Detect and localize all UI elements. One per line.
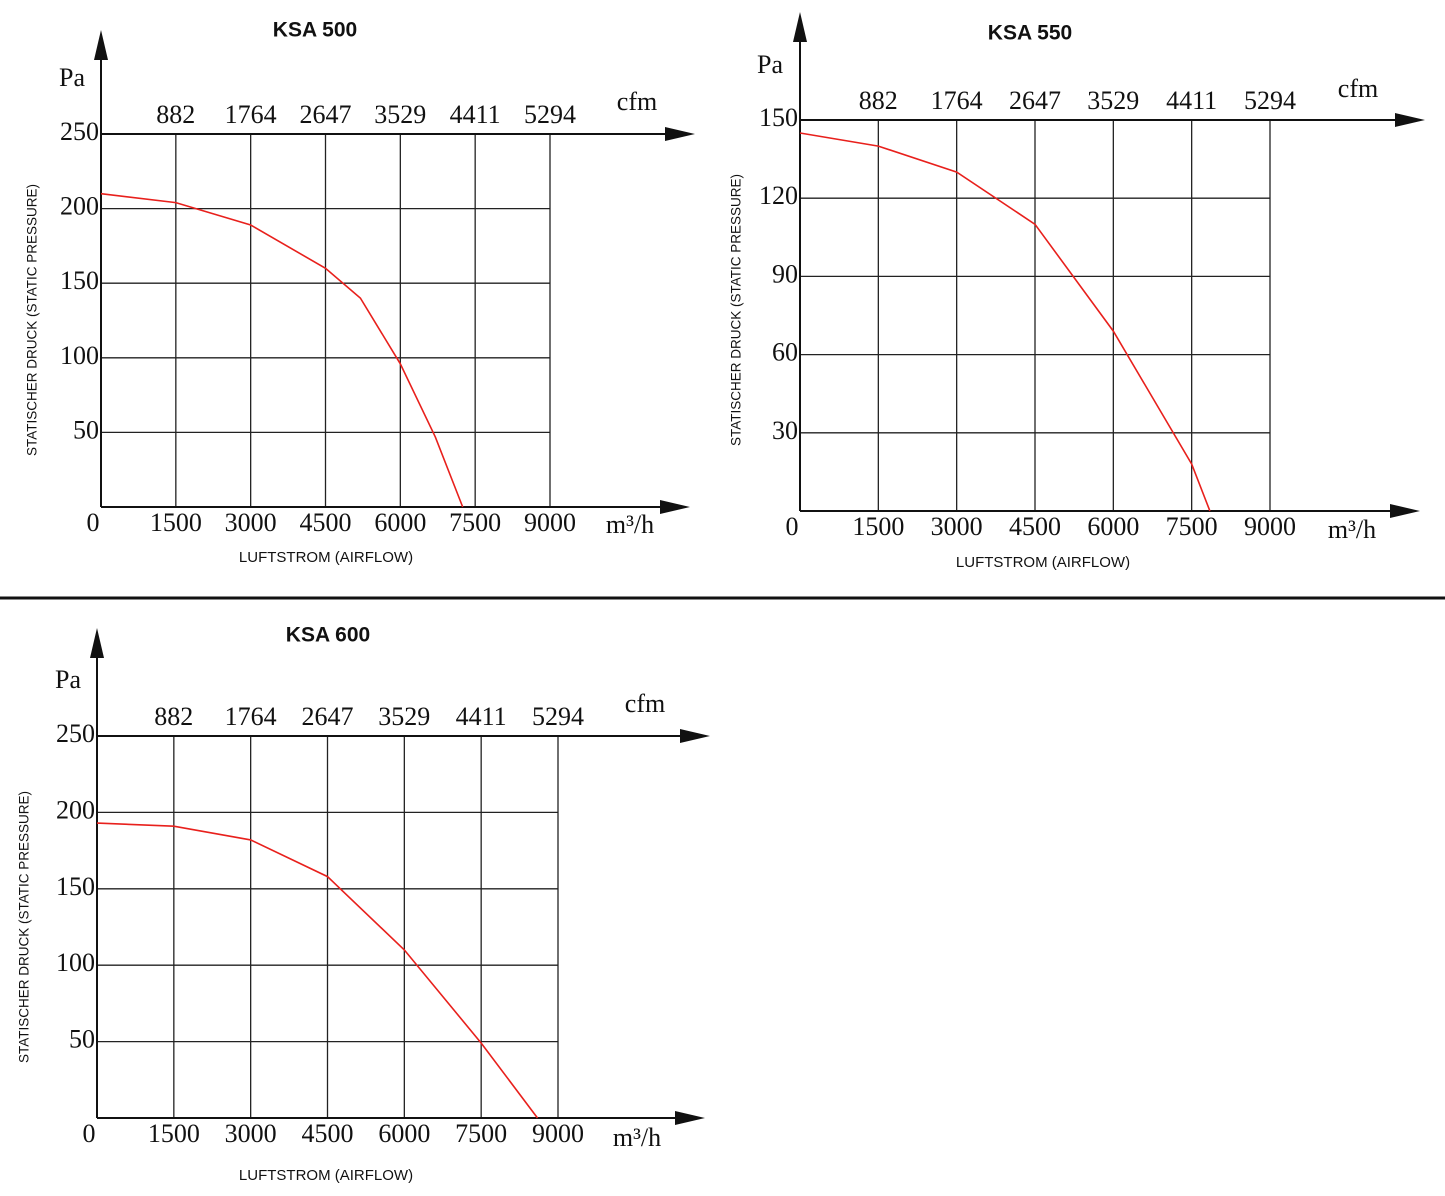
x2-tick-label: 5294 [524, 100, 576, 129]
pressure-curve [100, 192, 464, 508]
pressure-curve [799, 132, 1211, 512]
y-tick-label: 90 [772, 259, 798, 288]
x-tick-label: 0 [87, 508, 100, 537]
x2-axis-arrow [1395, 113, 1425, 127]
chart-title: KSA 600 [286, 624, 370, 647]
y-axis-arrow [94, 30, 108, 60]
y-axis-label: STATISCHER DRUCK (STATIC PRESSURE) [25, 184, 40, 456]
y-axis-arrow [90, 628, 104, 658]
x2-tick-label: 2647 [302, 702, 354, 731]
y-axis-label: STATISCHER DRUCK (STATIC PRESSURE) [729, 174, 744, 446]
x2-axis-arrow [665, 127, 695, 141]
x-axis-label: LUFTSTROM (AIRFLOW) [239, 549, 413, 566]
x-tick-label: 0 [83, 1119, 96, 1148]
y-unit: Pa [55, 665, 81, 694]
x-axis-arrow [1390, 504, 1420, 518]
x-tick-label: 3000 [225, 1119, 277, 1148]
x-unit: m³/h [606, 510, 654, 539]
x-tick-label: 6000 [378, 1119, 430, 1148]
y-unit: Pa [59, 63, 85, 92]
x-tick-label: 4500 [302, 1119, 354, 1148]
y-tick-label: 150 [60, 266, 99, 295]
y-tick-label: 100 [60, 341, 99, 370]
x-axis-label: LUFTSTROM (AIRFLOW) [239, 1167, 413, 1184]
x-tick-label: 7500 [449, 508, 501, 537]
x2-tick-label: 3529 [1087, 86, 1139, 115]
x-axis-arrow [675, 1111, 705, 1125]
x2-tick-label: 1764 [225, 100, 277, 129]
y-tick-label: 150 [759, 103, 798, 132]
x-unit: m³/h [1328, 515, 1376, 544]
x2-tick-label: 2647 [300, 100, 352, 129]
x-tick-label: 6000 [1087, 512, 1139, 541]
x2-tick-label: 882 [156, 100, 195, 129]
x2-tick-label: 882 [859, 86, 898, 115]
y-tick-label: 250 [56, 719, 95, 748]
y-tick-label: 50 [73, 415, 99, 444]
x2-tick-label: 1764 [931, 86, 983, 115]
x-tick-label: 1500 [150, 508, 202, 537]
y-tick-label: 200 [56, 795, 95, 824]
chart: 50 100 150 200 250 0 1500 3000 4500 6000 7500 9000 8… [17, 624, 710, 1184]
chart-title: KSA 550 [988, 22, 1072, 45]
x-tick-label: 3000 [225, 508, 277, 537]
x2-tick-label: 1764 [225, 702, 277, 731]
x-tick-label: 0 [786, 512, 799, 541]
x2-tick-label: 5294 [1244, 86, 1296, 115]
x2-unit: cfm [625, 689, 665, 718]
x-axis-arrow [660, 500, 690, 514]
x2-tick-label: 4411 [456, 702, 507, 731]
x2-tick-label: 3529 [378, 702, 430, 731]
x-tick-label: 9000 [524, 508, 576, 537]
x2-axis-arrow [680, 729, 710, 743]
chart: 50 100 150 200 250 0 1500 3000 4500 6000 7500 9000 8… [25, 19, 695, 566]
y-tick-label: 200 [60, 192, 99, 221]
x2-tick-label: 3529 [374, 100, 426, 129]
x-unit: m³/h [613, 1123, 661, 1152]
x2-tick-label: 2647 [1009, 86, 1061, 115]
y-tick-label: 50 [69, 1025, 95, 1054]
x2-tick-label: 5294 [532, 702, 584, 731]
x-tick-label: 4500 [1009, 512, 1061, 541]
x-tick-label: 7500 [455, 1119, 507, 1148]
x-tick-label: 1500 [148, 1119, 200, 1148]
y-tick-label: 120 [759, 181, 798, 210]
x-axis-label: LUFTSTROM (AIRFLOW) [956, 554, 1130, 571]
y-axis-arrow [793, 12, 807, 42]
y-tick-label: 250 [60, 117, 99, 146]
x-tick-label: 9000 [532, 1119, 584, 1148]
y-tick-label: 60 [772, 338, 798, 367]
y-axis-label: STATISCHER DRUCK (STATIC PRESSURE) [17, 791, 32, 1063]
x2-unit: cfm [1338, 74, 1378, 103]
x-tick-label: 7500 [1166, 512, 1218, 541]
x-tick-label: 4500 [300, 508, 352, 537]
y-tick-label: 150 [56, 872, 95, 901]
x-tick-label: 3000 [931, 512, 983, 541]
x2-tick-label: 4411 [1166, 86, 1217, 115]
y-tick-label: 100 [56, 948, 95, 977]
x2-tick-label: 4411 [450, 100, 501, 129]
x-tick-label: 1500 [852, 512, 904, 541]
chart-title: KSA 500 [273, 19, 357, 42]
pressure-curve [96, 822, 539, 1119]
y-tick-label: 30 [772, 416, 798, 445]
x2-unit: cfm [617, 87, 657, 116]
x-tick-label: 9000 [1244, 512, 1296, 541]
x-tick-label: 6000 [374, 508, 426, 537]
y-unit: Pa [757, 50, 783, 79]
x2-tick-label: 882 [154, 702, 193, 731]
